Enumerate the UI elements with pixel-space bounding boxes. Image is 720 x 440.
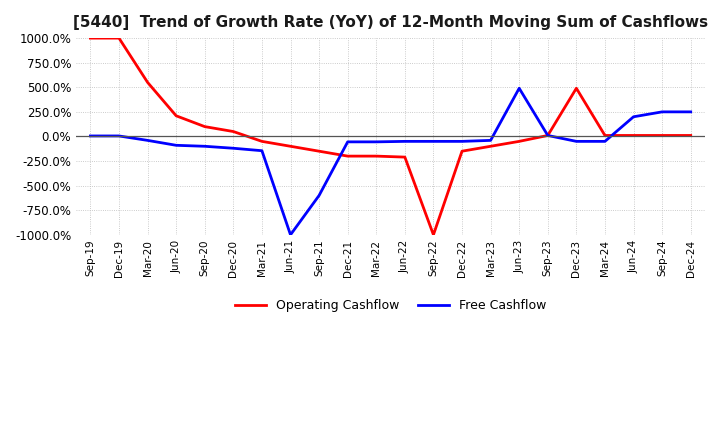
Free Cashflow [572, 139, 581, 144]
Free Cashflow [486, 138, 495, 143]
Line: Free Cashflow: Free Cashflow [91, 88, 690, 235]
Operating Cashflow [458, 149, 467, 154]
Title: [5440]  Trend of Growth Rate (YoY) of 12-Month Moving Sum of Cashflows: [5440] Trend of Growth Rate (YoY) of 12-… [73, 15, 708, 30]
Operating Cashflow [200, 124, 209, 129]
Free Cashflow [429, 139, 438, 144]
Operating Cashflow [343, 154, 352, 159]
Free Cashflow [458, 139, 467, 144]
Operating Cashflow [544, 133, 552, 138]
Operating Cashflow [629, 133, 638, 138]
Operating Cashflow [572, 86, 581, 91]
Legend: Operating Cashflow, Free Cashflow: Operating Cashflow, Free Cashflow [230, 294, 552, 317]
Free Cashflow [544, 133, 552, 138]
Free Cashflow [258, 148, 266, 154]
Free Cashflow [343, 139, 352, 144]
Free Cashflow [515, 86, 523, 91]
Operating Cashflow [315, 149, 323, 154]
Free Cashflow [372, 139, 381, 144]
Operating Cashflow [429, 232, 438, 238]
Free Cashflow [172, 143, 181, 148]
Free Cashflow [315, 193, 323, 198]
Operating Cashflow [686, 133, 695, 138]
Free Cashflow [143, 138, 152, 143]
Operating Cashflow [486, 143, 495, 149]
Operating Cashflow [86, 36, 95, 41]
Free Cashflow [686, 109, 695, 114]
Free Cashflow [658, 109, 667, 114]
Operating Cashflow [114, 36, 123, 41]
Operating Cashflow [515, 139, 523, 144]
Free Cashflow [400, 139, 409, 144]
Operating Cashflow [172, 113, 181, 118]
Operating Cashflow [286, 143, 294, 149]
Free Cashflow [600, 139, 609, 144]
Line: Operating Cashflow: Operating Cashflow [91, 38, 690, 235]
Operating Cashflow [658, 133, 667, 138]
Free Cashflow [200, 143, 209, 149]
Operating Cashflow [258, 139, 266, 144]
Free Cashflow [114, 133, 123, 139]
Free Cashflow [86, 133, 95, 139]
Operating Cashflow [229, 129, 238, 134]
Operating Cashflow [400, 154, 409, 160]
Operating Cashflow [143, 80, 152, 85]
Free Cashflow [629, 114, 638, 119]
Free Cashflow [286, 232, 294, 238]
Operating Cashflow [372, 154, 381, 159]
Operating Cashflow [600, 133, 609, 138]
Free Cashflow [229, 146, 238, 151]
